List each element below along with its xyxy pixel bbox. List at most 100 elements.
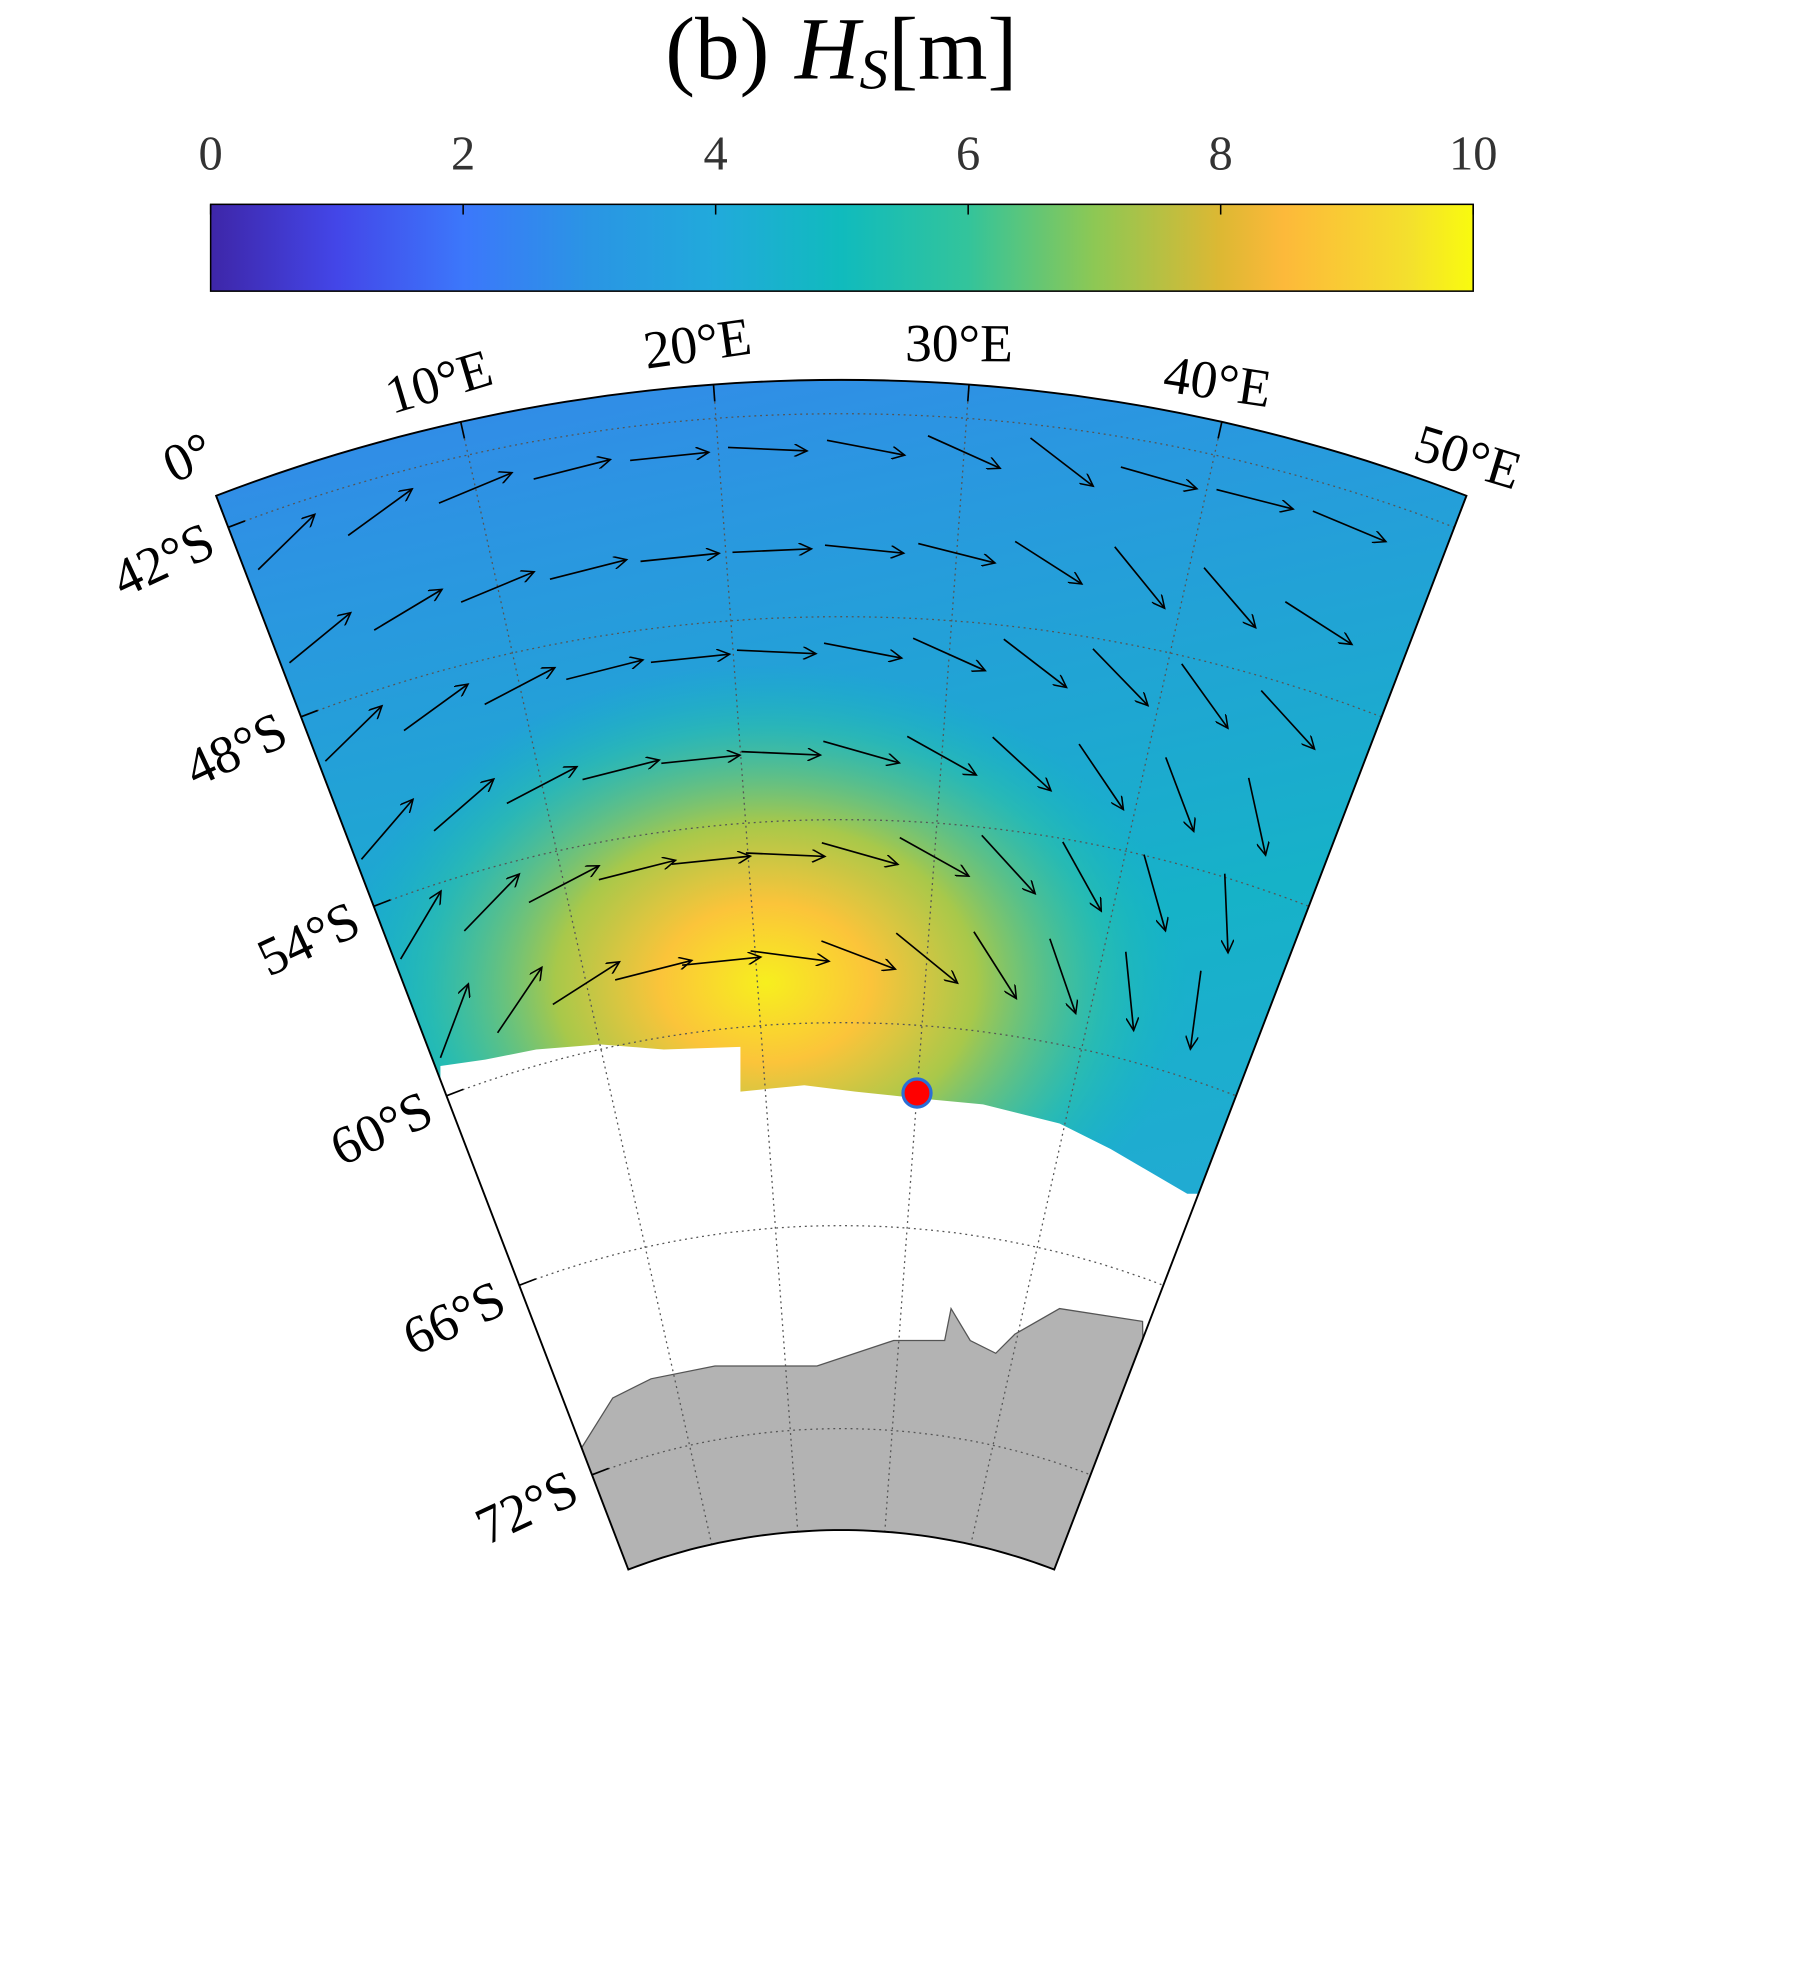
colorbar-tick-label: 8 — [1209, 128, 1233, 181]
wave-direction-arrow — [463, 874, 519, 932]
lon-label: 20°E — [640, 306, 755, 381]
title: (b) HS[m] — [665, 0, 1017, 102]
vector-field — [257, 435, 1386, 1059]
lon-tick — [966, 384, 970, 402]
wave-direction-arrow — [640, 553, 720, 563]
title-unit: [m] — [888, 0, 1017, 98]
wave-direction-arrow — [1190, 970, 1202, 1049]
wave-direction-arrow — [1114, 546, 1165, 608]
lat-tick — [446, 1088, 464, 1097]
wave-direction-arrow — [736, 650, 816, 653]
wave-direction-arrow — [1284, 601, 1352, 645]
wave-direction-arrow — [826, 439, 905, 455]
wave-direction-arrow — [552, 962, 620, 1006]
parallel — [228, 413, 1455, 528]
wave-direction-arrow — [824, 544, 904, 553]
lat-tick — [591, 1467, 609, 1476]
wave-direction-arrow — [906, 735, 976, 775]
lat-tick — [518, 1278, 537, 1287]
wave-direction-arrow — [823, 642, 902, 658]
wave-direction-arrow — [650, 654, 730, 664]
wave-direction-arrow — [460, 572, 534, 603]
wave-direction-arrow — [506, 767, 577, 805]
station-point — [901, 1077, 933, 1109]
wave-direction-arrow — [661, 755, 740, 765]
lat-tick — [300, 709, 318, 718]
colorbar-tick-label: 10 — [1449, 128, 1498, 181]
wave-direction-arrow — [433, 779, 494, 832]
wave-direction-arrow — [1312, 510, 1386, 541]
wave-direction-arrow — [1225, 873, 1228, 953]
wave-direction-arrow — [288, 613, 350, 664]
wave-direction-arrow — [1092, 648, 1148, 706]
wave-direction-arrow — [981, 834, 1035, 893]
lat-label: 72°S — [466, 1458, 586, 1557]
wave-direction-arrow — [566, 660, 643, 681]
wave-direction-arrow — [1203, 567, 1256, 628]
wave-direction-arrow — [823, 740, 899, 763]
wave-direction-arrow — [1049, 938, 1076, 1014]
wave-direction-arrow — [614, 960, 692, 981]
wave-direction-arrow — [347, 489, 412, 537]
parallel — [518, 1224, 1164, 1286]
wave-direction-arrow — [257, 514, 315, 571]
wave-direction-arrow — [528, 866, 599, 904]
lat-label: 60°S — [321, 1079, 441, 1178]
wave-direction-arrow — [912, 637, 985, 670]
lat-label: 42°S — [103, 510, 223, 609]
lon-tick — [459, 421, 466, 439]
meridian — [970, 421, 1223, 1545]
wave-direction-arrow — [496, 967, 542, 1034]
parallel — [446, 1021, 1237, 1097]
wave-direction-arrow — [1181, 663, 1228, 728]
title-symbol: H — [794, 0, 864, 98]
lat-tick — [227, 520, 246, 529]
lon-label: 30°E — [905, 313, 1013, 373]
wave-direction-arrow — [1247, 777, 1266, 855]
wave-direction-arrow — [1120, 466, 1197, 489]
lon-label: 40°E — [1160, 344, 1276, 419]
parallel — [373, 819, 1310, 907]
wave-direction-arrow — [484, 668, 555, 706]
wave-direction-arrow — [1014, 540, 1082, 584]
wave-direction-arrow — [895, 932, 957, 983]
wave-direction-arrow — [373, 589, 442, 631]
wave-direction-arrow — [671, 856, 751, 866]
wave-direction-arrow — [399, 891, 441, 960]
wave-direction-arrow — [1062, 841, 1101, 911]
wave-direction-arrow — [403, 684, 468, 732]
wave-direction-arrow — [741, 752, 820, 755]
wave-direction-arrow — [899, 836, 969, 877]
wave-direction-arrow — [598, 860, 676, 881]
wave-direction-arrow — [1124, 951, 1134, 1031]
lat-label: 48°S — [176, 700, 296, 799]
wave-direction-arrow — [992, 736, 1051, 791]
lat-label: 54°S — [248, 889, 368, 988]
wave-direction-arrow — [438, 473, 512, 504]
lon-label: 10°E — [378, 337, 498, 425]
wave-direction-arrow — [533, 460, 611, 480]
map-field — [216, 379, 1467, 1570]
wave-direction-arrow — [918, 542, 995, 563]
wave-direction-arrow — [1078, 743, 1123, 810]
wave-direction-arrow — [630, 452, 709, 462]
wave-direction-arrow — [549, 560, 627, 581]
parallel — [300, 616, 1382, 718]
wave-direction-arrow — [732, 549, 811, 552]
colorbar-tick-label: 6 — [956, 128, 980, 181]
lon-tick — [1217, 421, 1223, 439]
wave-direction-arrow — [1030, 437, 1094, 486]
colorbar-tick-label: 4 — [704, 128, 728, 181]
wave-direction-arrow — [324, 706, 382, 762]
lat-label: 66°S — [394, 1268, 514, 1367]
wave-direction-arrow — [439, 984, 468, 1059]
wave-direction-arrow — [682, 957, 761, 967]
colorbar — [209, 203, 1474, 292]
wave-direction-arrow — [1216, 488, 1294, 510]
wave-direction-arrow — [821, 940, 895, 969]
wave-direction-arrow — [1003, 638, 1067, 687]
wave-direction-arrow — [582, 760, 660, 781]
wave-direction-arrow — [360, 799, 413, 860]
colorbar-tick-label: 2 — [451, 128, 475, 181]
